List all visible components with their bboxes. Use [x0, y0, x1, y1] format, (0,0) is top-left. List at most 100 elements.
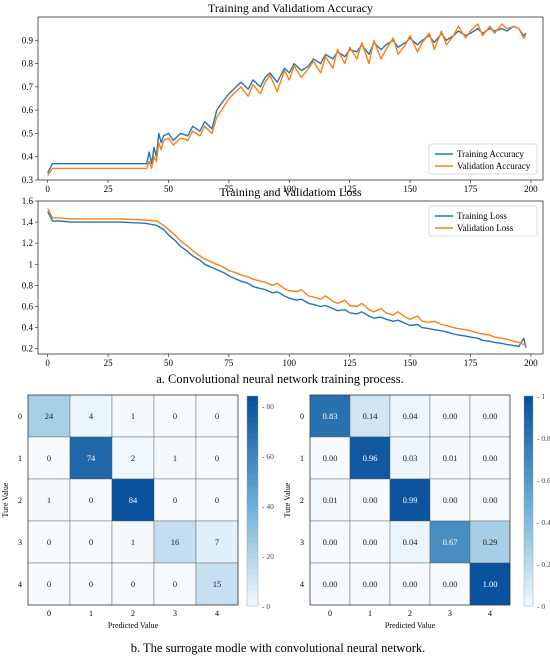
x-tick-label: 50 [164, 184, 174, 194]
heatmap-cell [349, 520, 391, 564]
colorbar-segment [247, 585, 258, 591]
x-tick-label: 0 [45, 184, 50, 194]
cell-value: 15 [213, 579, 222, 589]
heatmap-cell [469, 478, 511, 522]
colorbar-segment [247, 579, 258, 586]
x-category-label: 1 [89, 609, 93, 618]
cell-value: 0.03 [403, 453, 418, 463]
x-category-label: 0 [47, 609, 51, 618]
colorbar-segment [247, 469, 258, 476]
colorbar-segment [247, 448, 258, 455]
colorbar [523, 395, 534, 607]
heatmap-cell [111, 394, 155, 438]
colorbar-segment [524, 600, 533, 607]
colorbar-segment [247, 432, 258, 439]
colorbar-segment [247, 527, 258, 534]
colorbar-segment [524, 543, 533, 549]
colorbar-segment [524, 590, 533, 597]
cell-value: 0.01 [323, 495, 338, 505]
colorbar-segment [247, 558, 258, 565]
colorbar-segment [524, 532, 533, 539]
colorbar-tick-label: - 0.6 [537, 476, 550, 485]
cell-value: 0.99 [403, 495, 418, 505]
colorbar-segment [524, 516, 533, 523]
colorbar-segment [524, 422, 533, 429]
x-tick-label: 75 [224, 358, 234, 368]
cell-value: 0.00 [403, 579, 418, 589]
heatmap-cell [429, 562, 471, 606]
y-category-label: 3 [300, 538, 304, 547]
series-line-1 [47, 208, 527, 346]
colorbar-segment [524, 558, 533, 565]
y-tick-label: 1.6 [22, 196, 34, 206]
colorbar-segment [247, 532, 258, 539]
heatmap-cell [429, 394, 471, 438]
colorbar-segment [524, 490, 533, 497]
colorbar-segment [247, 480, 258, 486]
colorbar-segment [247, 485, 258, 492]
colorbar-tick-label: - 0.8 [537, 434, 550, 443]
legend [428, 143, 538, 175]
confusion-matrix-normalized: 0.83 0.14 0.04 0.00 0.00 0.00 0.96 0.03 0.01 0.00… [283, 392, 550, 630]
plot-area [37, 16, 544, 181]
cell-value: 0.67 [443, 537, 458, 547]
colorbar-tick-label: - 1 [537, 392, 545, 401]
heatmap-cell [27, 394, 71, 438]
colorbar-segment [247, 411, 258, 418]
cell-value: 0.00 [323, 453, 338, 463]
colorbar-segment [524, 511, 533, 518]
colorbar-tick-label: - 20 [262, 552, 274, 561]
colorbar-segment [247, 427, 258, 434]
colorbar-segment [247, 401, 258, 408]
cell-value: 0.83 [323, 411, 338, 421]
x-tick-label: 0 [45, 358, 50, 368]
cell-value: 7 [215, 537, 219, 547]
colorbar-segment [524, 564, 533, 570]
x-tick-label: 150 [403, 358, 417, 368]
heatmap-cell [309, 478, 351, 522]
heatmap-cell [195, 520, 239, 564]
x-tick-label: 175 [464, 184, 478, 194]
cell-value: 0 [89, 579, 93, 589]
colorbar-segment [247, 600, 258, 607]
colorbar-tick-label: - 0.4 [537, 518, 550, 527]
heatmap-cell [195, 478, 239, 522]
y-tick-label: 1 [29, 259, 34, 269]
x-tick-label: 175 [464, 358, 478, 368]
y-tick-label: 0.3 [22, 175, 34, 185]
series-line-0 [47, 25, 527, 174]
colorbar-tick-label: - 0.2 [537, 560, 550, 569]
x-category-label: 4 [488, 609, 492, 618]
heatmap-cell [389, 478, 431, 522]
colorbar-segment [524, 469, 533, 476]
colorbar-segment [524, 569, 533, 576]
cell-value: 84 [129, 495, 138, 505]
confusion-matrix-counts: 24 4 1 0 0 0 74 2 1 0 1 0 84 0 0 0 0 1 16 7 0 0 0 0 15 0 1 2 3 4 0 1 2 3 4… [1, 394, 274, 630]
heatmap-cell [111, 520, 155, 564]
colorbar-segment [247, 569, 258, 576]
colorbar-segment [247, 406, 258, 413]
cell-value: 1 [131, 537, 135, 547]
cell-value: 0.96 [363, 453, 378, 463]
colorbar-segment [524, 527, 533, 534]
colorbar-segment [247, 443, 258, 450]
legend-label: Validation Loss [457, 223, 514, 233]
colorbar-segment [524, 537, 533, 544]
x-tick-label: 125 [343, 184, 357, 194]
y-category-label: 4 [18, 580, 22, 589]
heatmap-cell [69, 562, 113, 606]
x-category-label: 0 [328, 609, 332, 618]
heatmap-cell [429, 520, 471, 564]
cell-value: 0.00 [363, 579, 378, 589]
legend-label: Training Loss [457, 211, 507, 221]
cell-value: 0.00 [323, 537, 338, 547]
colorbar-segment [247, 537, 258, 544]
cell-value: 2 [131, 453, 135, 463]
cell-value: 0 [215, 411, 219, 421]
colorbar-segment [524, 579, 533, 586]
cell-value: 0.00 [443, 495, 458, 505]
colorbar-segment [524, 411, 533, 418]
colorbar-segment [524, 553, 533, 560]
colorbar-segment [247, 553, 258, 560]
y-tick-label: 0.9 [22, 35, 34, 45]
